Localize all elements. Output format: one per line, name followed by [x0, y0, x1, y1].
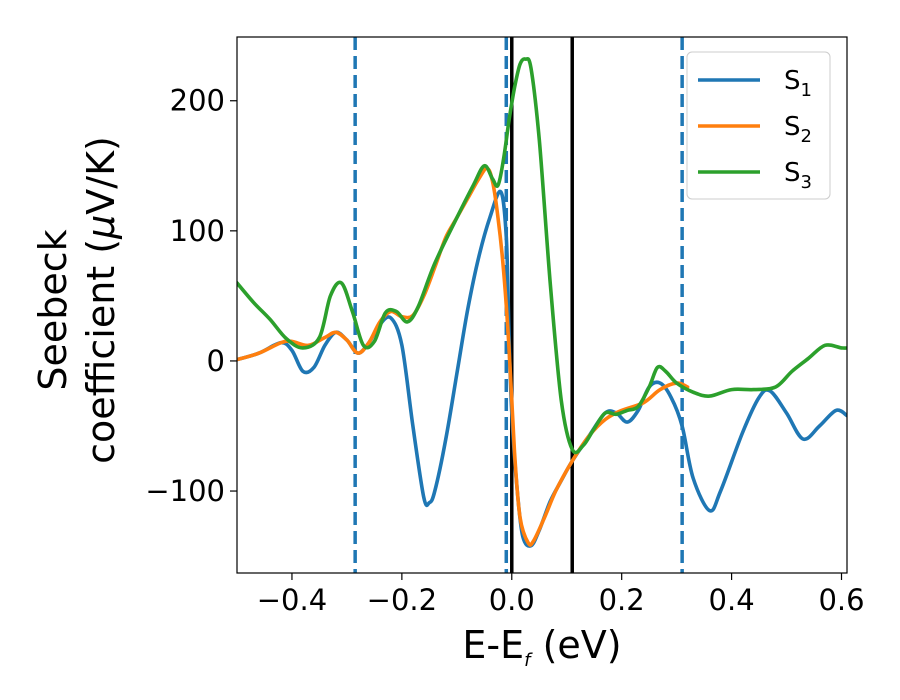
series-layer — [237, 56, 847, 548]
y-axis-ticks: −100 0 100 200 — [145, 84, 237, 508]
x-tick-label: 0.2 — [599, 583, 645, 617]
x-tick-label: −0.4 — [257, 583, 327, 617]
x-axis-title: E-Ef (eV) — [462, 623, 621, 671]
y-tick-label: 200 — [170, 84, 225, 118]
x-axis-ticks: −0.4 −0.2 0.0 0.2 0.4 0.6 — [257, 573, 865, 617]
series-line-s2 — [237, 166, 690, 547]
y-axis-title-mu: μ — [79, 215, 123, 240]
legend-label-subscript: 2 — [801, 126, 812, 147]
legend-label-subscript: 1 — [801, 80, 812, 101]
plot-frame — [236, 36, 848, 574]
y-tick-label: 0 — [207, 344, 225, 378]
legend-label-s1: S1 — [784, 66, 812, 101]
series-line-s1 — [237, 189, 847, 548]
y-axis-title: Seebeck coefficient (μV/K) — [31, 136, 123, 464]
legend-label-main: S — [784, 66, 801, 96]
y-axis-title-line1: Seebeck — [31, 229, 75, 390]
x-tick-label: −0.2 — [367, 583, 437, 617]
x-tick-label: 0.4 — [709, 583, 755, 617]
x-tick-label: 0.6 — [818, 583, 864, 617]
y-tick-label: 100 — [170, 214, 225, 248]
x-axis-title-main: E-E — [462, 623, 524, 667]
legend-label-s3: S3 — [784, 158, 812, 193]
legend-label-main: S — [784, 112, 801, 142]
legend-label-subscript: 3 — [801, 172, 812, 193]
x-tick-label: 0.0 — [489, 583, 535, 617]
y-axis-title-suffix: V/K) — [79, 136, 123, 215]
legend-label-s2: S2 — [784, 112, 812, 147]
y-axis-title-prefix: coefficient ( — [79, 239, 123, 464]
legend-label-main: S — [784, 158, 801, 188]
y-axis-title-line2: coefficient (μV/K) — [79, 136, 123, 464]
x-axis-title-subscript: f — [524, 650, 533, 671]
series-line-s3 — [237, 56, 847, 455]
x-axis-title-unit: (eV) — [530, 623, 621, 667]
y-tick-label: −100 — [145, 474, 225, 508]
